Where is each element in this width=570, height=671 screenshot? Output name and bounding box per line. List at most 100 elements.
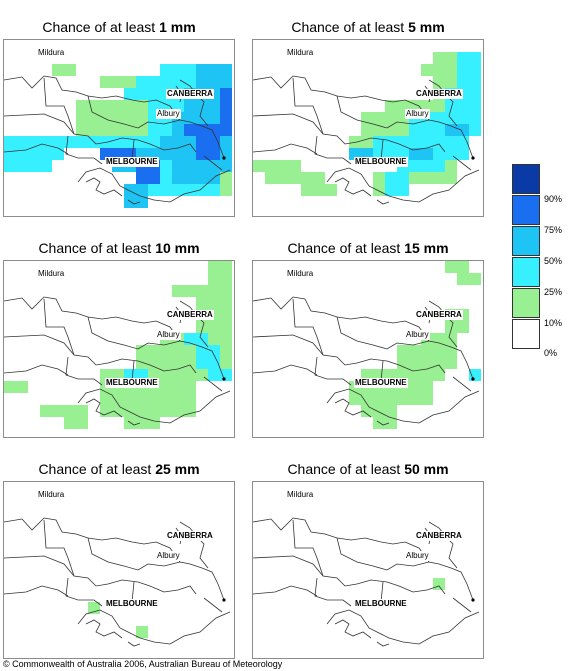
legend-swatch-90: [512, 164, 540, 194]
boundary-line: [376, 641, 390, 647]
coast-marker: [222, 156, 226, 160]
legend-swatch-25: [512, 257, 540, 287]
boundary-line: [334, 619, 372, 639]
panel-title: Chance of at least 50 mm: [287, 461, 449, 477]
boundary-line: [43, 298, 109, 366]
probability-cell-level-1: [208, 261, 232, 285]
legend-swatch-10: [512, 288, 540, 318]
probability-cell-level-3: [172, 172, 220, 184]
label-albury: Albury: [156, 330, 181, 340]
boundary-line: [292, 298, 358, 366]
label-canberra: CANBERRA: [166, 310, 214, 320]
probability-cell-level-4: [196, 136, 220, 160]
probability-cell-level-1: [253, 160, 301, 172]
map-outline: [253, 296, 480, 426]
boundary-line: [107, 358, 197, 374]
probability-cell-level-2: [4, 160, 52, 172]
label-albury: Albury: [156, 109, 181, 119]
coast-marker: [471, 156, 475, 160]
boundary-line: [452, 597, 472, 613]
boundary-line: [4, 113, 75, 135]
boundary-line: [452, 376, 472, 392]
boundary-line: [4, 585, 69, 597]
boundary-line: [4, 555, 75, 577]
boundary-line: [334, 398, 372, 418]
probability-grid: [4, 64, 232, 208]
boundary-line: [356, 137, 446, 153]
probability-cell-level-1: [172, 285, 232, 297]
boundary-line: [203, 597, 223, 613]
probability-cell-level-3: [409, 148, 433, 160]
boundary-line: [336, 95, 430, 129]
boundary-line: [253, 334, 324, 356]
label-albury: Albury: [156, 551, 181, 561]
boundary-line: [336, 316, 430, 350]
label-mildura: Mildura: [286, 48, 315, 58]
label-canberra: CANBERRA: [166, 531, 214, 541]
boundary-line: [87, 537, 181, 571]
boundary-line: [127, 420, 141, 426]
probability-cell-level-1: [373, 417, 397, 429]
probability-cell-level-1: [265, 172, 325, 184]
boundary-line: [77, 167, 231, 203]
boundary-line: [77, 609, 231, 645]
coast-marker: [471, 377, 475, 381]
boundary-line: [85, 619, 123, 639]
boundary-line: [179, 300, 209, 348]
boundary-line: [253, 296, 474, 380]
label-canberra: CANBERRA: [415, 89, 463, 99]
boundary-line: [87, 316, 181, 350]
boundary-line: [85, 398, 123, 418]
label-melbourne: MELBOURNE: [105, 157, 159, 167]
map: Mildura CANBERRA Albury MELBOURNE: [252, 39, 484, 217]
boundary-line: [65, 135, 103, 165]
label-melbourne: MELBOURNE: [354, 599, 408, 609]
probability-cell-level-1: [361, 405, 397, 417]
label-canberra: CANBERRA: [166, 89, 214, 99]
label-melbourne: MELBOURNE: [354, 378, 408, 388]
probability-cell-level-2: [385, 172, 409, 196]
boundary-line: [127, 199, 141, 205]
boundary-line: [326, 388, 480, 424]
probability-cell-level-3: [172, 160, 232, 172]
boundary-line: [4, 334, 75, 356]
map: Mildura CANBERRA Albury MELBOURNE: [252, 260, 484, 438]
probability-cell-level-1: [64, 417, 88, 429]
boundary-line: [85, 177, 123, 197]
coast-marker: [471, 598, 475, 602]
probability-cell-level-1: [445, 261, 469, 273]
label-canberra: CANBERRA: [415, 531, 463, 541]
probability-cell-level-2: [208, 369, 232, 381]
boundary-line: [292, 77, 358, 145]
legend-tick-75: 75%: [544, 225, 563, 235]
legend-tick-10: 10%: [544, 318, 563, 328]
boundary-line: [428, 300, 458, 348]
probability-cell-level-2: [184, 333, 208, 345]
probability-cell-level-2: [457, 52, 481, 88]
probability-cell-level-1: [397, 345, 457, 369]
legend-tick-25: 25%: [544, 287, 563, 297]
map-outline: [4, 296, 231, 426]
copyright-notice: © Commonwealth of Australia 2006, Austra…: [3, 659, 283, 669]
panel-title: Chance of at least 5 mm: [291, 19, 445, 35]
coast-marker: [222, 377, 226, 381]
map: Mildura CANBERRA Albury MELBOURNE: [3, 481, 235, 659]
map-outline: [253, 517, 480, 647]
boundary-line: [4, 143, 69, 155]
boundary-line: [253, 585, 318, 597]
boundary-line: [253, 555, 324, 577]
boundary-line: [4, 75, 225, 159]
boundary-line: [43, 77, 109, 145]
label-melbourne: MELBOURNE: [105, 378, 159, 388]
legend-tick-0: 0%: [544, 348, 558, 358]
label-mildura: Mildura: [286, 490, 315, 500]
probability-cell-level-2: [397, 160, 445, 172]
map-outline: [4, 75, 231, 205]
probability-cell-level-4: [184, 124, 232, 136]
map: Mildura CANBERRA Albury MELBOURNE: [252, 481, 484, 659]
boundary-line: [452, 155, 472, 171]
probability-cell-level-1: [457, 273, 481, 285]
boundary-line: [428, 79, 458, 127]
probability-cell-level-1: [301, 184, 337, 196]
boundary-line: [4, 364, 69, 376]
